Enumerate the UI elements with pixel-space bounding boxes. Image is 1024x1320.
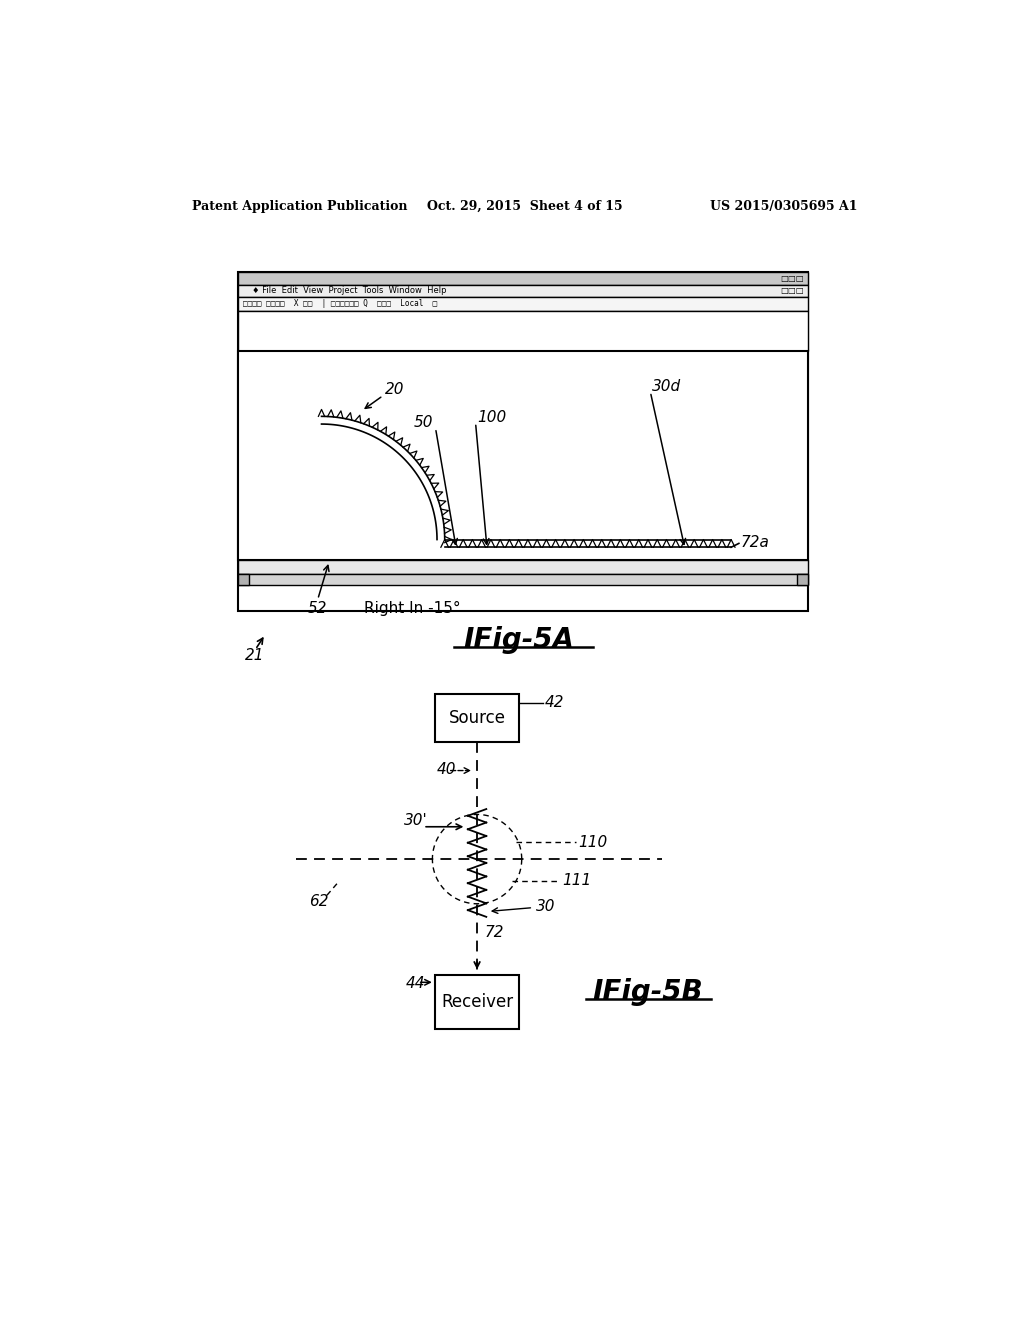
Text: 44: 44 bbox=[406, 977, 425, 991]
Text: 52: 52 bbox=[307, 602, 327, 616]
Text: US 2015/0305695 A1: US 2015/0305695 A1 bbox=[710, 199, 857, 213]
Bar bbox=[435, 974, 519, 1028]
Text: Source: Source bbox=[449, 709, 506, 727]
Bar bbox=[239, 351, 808, 561]
Text: 30d: 30d bbox=[652, 379, 681, 393]
Text: Patent Application Publication: Patent Application Publication bbox=[193, 199, 408, 213]
Bar bbox=[239, 285, 808, 297]
Text: Oct. 29, 2015  Sheet 4 of 15: Oct. 29, 2015 Sheet 4 of 15 bbox=[427, 199, 623, 213]
Text: IFig-5A: IFig-5A bbox=[464, 626, 574, 653]
Text: 111: 111 bbox=[562, 873, 592, 888]
Bar bbox=[798, 574, 808, 585]
Bar bbox=[239, 272, 808, 611]
Text: 100: 100 bbox=[477, 409, 506, 425]
Text: 110: 110 bbox=[578, 834, 607, 850]
Text: □□□: □□□ bbox=[780, 275, 804, 282]
Bar bbox=[239, 312, 808, 351]
Text: 30: 30 bbox=[536, 899, 555, 915]
Text: Receiver: Receiver bbox=[441, 993, 513, 1011]
Text: IFig-5B: IFig-5B bbox=[593, 978, 703, 1006]
Text: ♦ File  Edit  View  Project  Tools  Window  Help: ♦ File Edit View Project Tools Window He… bbox=[252, 286, 446, 296]
Bar bbox=[435, 693, 519, 742]
Text: 20: 20 bbox=[385, 381, 404, 397]
Bar bbox=[239, 560, 808, 574]
Text: 42: 42 bbox=[545, 696, 564, 710]
Text: 30': 30' bbox=[403, 813, 428, 828]
Text: 40: 40 bbox=[437, 762, 457, 776]
Bar bbox=[239, 574, 249, 585]
Text: 72a: 72a bbox=[740, 535, 769, 550]
Text: 72: 72 bbox=[484, 925, 504, 940]
Bar bbox=[239, 272, 808, 285]
Text: 21: 21 bbox=[245, 648, 264, 664]
Bar bbox=[239, 574, 808, 585]
Text: □□□: □□□ bbox=[780, 286, 804, 296]
Text: 62: 62 bbox=[309, 894, 329, 909]
Text: □□□□ □□□□  X □□  | □□□□□□ Q  □□□  Local  □: □□□□ □□□□ X □□ | □□□□□□ Q □□□ Local □ bbox=[243, 300, 437, 309]
Text: Right In -15°: Right In -15° bbox=[364, 602, 461, 616]
Bar bbox=[239, 297, 808, 312]
Text: 50: 50 bbox=[414, 414, 433, 430]
